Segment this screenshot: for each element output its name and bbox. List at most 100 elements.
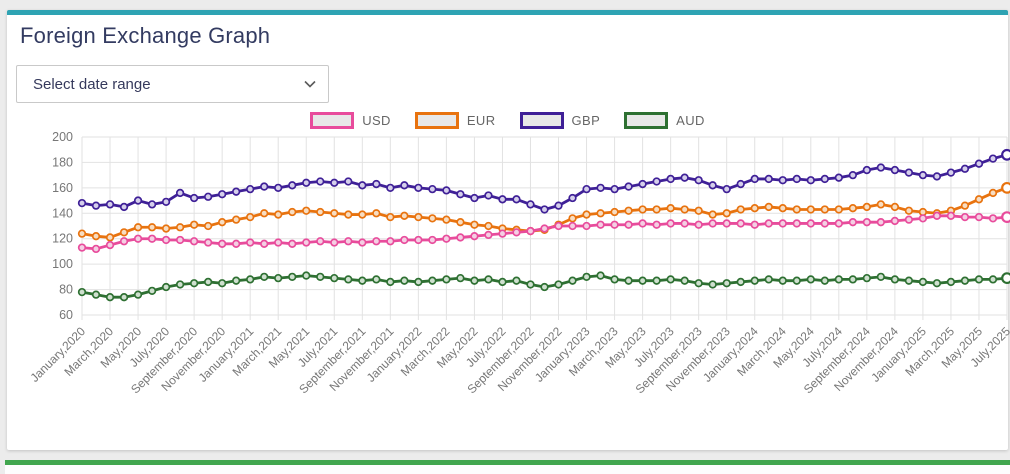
data-point-eur [456, 218, 465, 227]
data-point-gbp [147, 200, 157, 209]
data-point-aud [554, 280, 563, 289]
data-point-gbp [792, 174, 801, 184]
data-point-usd [554, 221, 563, 231]
data-point-usd [680, 219, 689, 228]
data-point-gbp [666, 174, 675, 184]
data-point-gbp [428, 184, 437, 194]
data-point-eur [161, 224, 171, 233]
data-point-usd [246, 238, 255, 247]
data-point-aud [526, 280, 535, 289]
data-point-gbp [694, 176, 703, 185]
data-point-gbp [820, 174, 829, 184]
data-point-aud [260, 272, 269, 282]
data-point-eur [330, 209, 339, 218]
data-point-usd [316, 237, 325, 246]
y-tick-label: 160 [52, 181, 73, 195]
legend-item-eur[interactable]: EUR [414, 112, 496, 129]
data-point-usd [848, 218, 857, 227]
fx-line-chart: 2001801601401201008060January,2020March,… [27, 130, 1010, 396]
data-point-usd [512, 228, 521, 237]
data-point-gbp [498, 195, 507, 204]
data-point-usd [820, 219, 829, 228]
data-point-eur [848, 204, 857, 213]
data-point-gbp [470, 193, 479, 203]
y-tick-label: 140 [52, 206, 73, 220]
data-point-aud [596, 271, 605, 280]
data-point-eur [820, 205, 829, 214]
data-point-eur [133, 223, 143, 232]
data-point-eur [400, 211, 409, 220]
data-point-aud [918, 277, 928, 287]
data-point-aud [904, 276, 914, 285]
data-point-usd [91, 244, 101, 254]
data-point-usd [302, 238, 311, 247]
data-point-eur [960, 201, 970, 210]
data-point-usd [358, 238, 367, 247]
data-point-usd [932, 211, 942, 220]
data-point-eur [1001, 181, 1010, 194]
data-point-aud [302, 271, 311, 280]
data-point-usd [988, 214, 998, 223]
data-point-eur [904, 206, 914, 215]
data-point-aud [666, 275, 675, 284]
chevron-down-icon [304, 80, 316, 88]
data-point-aud [750, 276, 759, 285]
data-point-eur [862, 202, 871, 212]
data-point-gbp [722, 184, 731, 194]
data-point-gbp [358, 181, 367, 190]
legend-label: USD [362, 113, 391, 128]
page-title: Foreign Exchange Graph [20, 23, 271, 48]
data-point-aud [119, 293, 129, 302]
data-point-eur [750, 204, 759, 213]
data-point-usd [806, 219, 815, 228]
data-point-aud [316, 272, 325, 282]
data-point-eur [189, 220, 199, 229]
data-point-aud [133, 290, 143, 299]
data-point-gbp [316, 177, 325, 186]
data-point-eur [175, 223, 185, 232]
data-point-eur [246, 212, 255, 222]
data-point-aud [344, 275, 353, 284]
data-point-gbp [105, 200, 115, 209]
data-point-gbp [512, 195, 521, 204]
data-point-aud [414, 277, 423, 287]
data-point-gbp [246, 184, 255, 194]
data-point-usd [960, 212, 970, 222]
data-point-eur [302, 206, 311, 215]
data-point-usd [736, 219, 745, 228]
data-point-eur [344, 210, 353, 219]
data-point-gbp [960, 164, 970, 173]
date-range-select[interactable]: Select date range [16, 65, 329, 103]
data-point-aud [988, 275, 998, 284]
data-point-gbp [736, 179, 745, 189]
data-point-usd [834, 219, 843, 228]
data-point-usd [610, 220, 619, 229]
series-line-gbp [80, 153, 1009, 211]
data-point-usd [330, 238, 339, 247]
data-point-eur [119, 228, 129, 237]
data-point-gbp [568, 193, 577, 203]
data-point-eur [147, 223, 157, 232]
data-point-eur [414, 212, 423, 222]
data-point-gbp [386, 183, 395, 193]
data-point-aud [105, 293, 115, 302]
data-point-aud [568, 276, 577, 285]
data-point-eur [203, 221, 213, 231]
data-point-eur [610, 207, 619, 217]
data-point-usd [133, 234, 143, 243]
data-point-aud [680, 276, 689, 285]
data-point-gbp [91, 201, 101, 210]
data-point-usd [890, 216, 900, 226]
data-point-eur [77, 229, 87, 238]
data-point-aud [218, 279, 227, 288]
data-point-usd [946, 211, 956, 220]
legend-item-gbp[interactable]: GBP [519, 112, 601, 129]
next-card-top-border [5, 460, 1010, 474]
data-point-eur [722, 209, 731, 218]
legend-item-usd[interactable]: USD [310, 112, 391, 129]
legend-item-aud[interactable]: AUD [624, 112, 705, 129]
data-point-aud [456, 273, 465, 283]
data-point-eur [876, 200, 886, 209]
data-point-gbp [582, 184, 591, 194]
data-point-aud [624, 276, 633, 285]
